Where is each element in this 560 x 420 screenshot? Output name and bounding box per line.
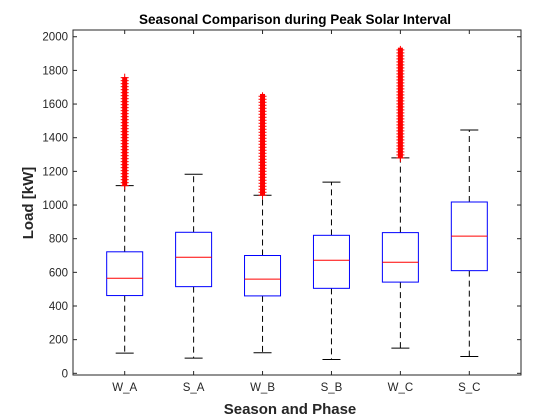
iqr-box xyxy=(175,231,213,288)
y-tick-label: 0 xyxy=(62,368,68,380)
outlier-markers xyxy=(120,73,129,190)
x-tick-label: W_B xyxy=(250,382,275,394)
y-tick-label: 2000 xyxy=(42,32,68,44)
x-tick-label: W_C xyxy=(388,382,414,394)
outlier-markers xyxy=(258,92,267,200)
x-tick-label: W_A xyxy=(112,382,137,394)
chart-title: Seasonal Comparison during Peak Solar In… xyxy=(139,12,451,27)
y-tick-label: 1200 xyxy=(42,166,68,178)
x-axis: W_A S_A W_B S_B W_C S_C xyxy=(112,30,480,394)
x-tick-label: S_C xyxy=(458,382,480,394)
axes-frame xyxy=(72,29,522,376)
outlier-markers xyxy=(396,45,405,162)
y-tick-label: 1600 xyxy=(42,99,68,111)
box-group-w-c xyxy=(381,45,419,349)
y-tick-label: 1400 xyxy=(42,133,68,145)
plot-area xyxy=(106,45,488,361)
iqr-box xyxy=(244,255,282,297)
y-tick-label: 400 xyxy=(49,301,68,313)
x-tick-label: S_A xyxy=(183,382,205,394)
box-group-w-b xyxy=(244,92,282,354)
y-tick-label: 800 xyxy=(49,234,68,246)
box-group-s-b xyxy=(312,181,350,361)
y-axis-label: Load [kW] xyxy=(20,167,37,240)
x-tick-label: S_B xyxy=(321,382,343,394)
box-group-s-a xyxy=(175,173,213,359)
iqr-box xyxy=(381,232,419,283)
y-tick-label: 1800 xyxy=(42,65,68,77)
box-group-s-c xyxy=(450,129,488,357)
iqr-box xyxy=(312,234,350,289)
x-axis-label: Season and Phase xyxy=(224,401,357,418)
y-tick-label: 200 xyxy=(49,335,68,347)
y-tick-label: 1000 xyxy=(42,200,68,212)
y-tick-label: 600 xyxy=(49,267,68,279)
iqr-box xyxy=(106,251,144,297)
box-group-w-a xyxy=(106,73,144,354)
y-axis: 0 200 400 600 800 1000 1200 1400 1600 1800 2000 xyxy=(42,32,521,380)
